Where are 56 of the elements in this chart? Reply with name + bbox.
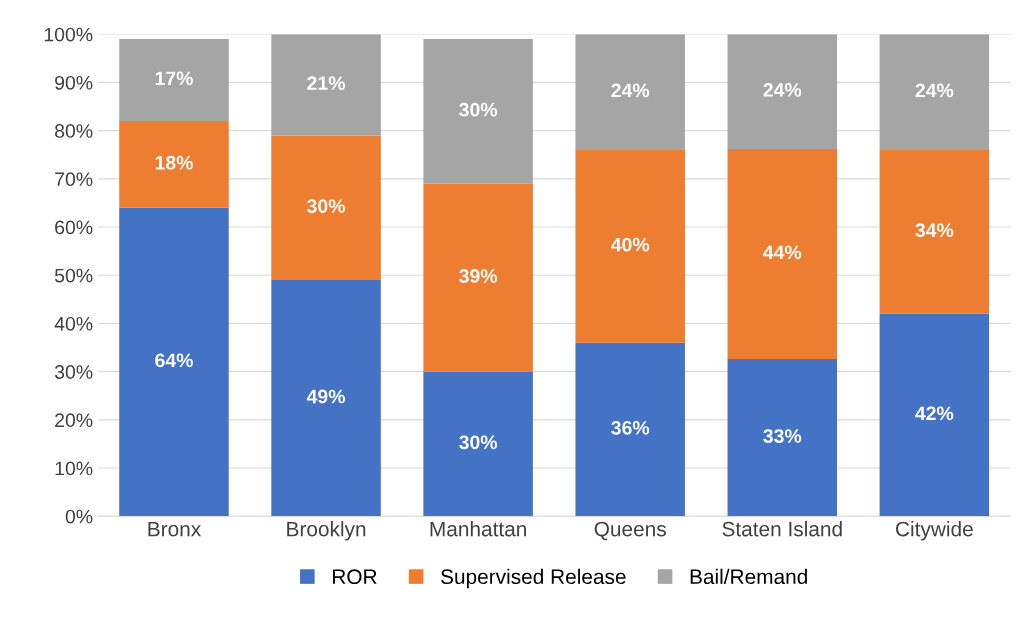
y-tick-label: 10% <box>55 461 93 476</box>
y-tick-label: 40% <box>54 316 93 331</box>
bar <box>271 34 381 136</box>
bar <box>423 39 533 184</box>
data-label: 49% <box>306 389 345 404</box>
data-label: 30% <box>459 435 498 450</box>
bar <box>423 183 533 372</box>
y-tick-label: 50% <box>54 268 93 283</box>
y-tick-label: 20% <box>55 413 93 428</box>
data-label: 24% <box>915 83 954 98</box>
bar <box>727 148 838 360</box>
x-tick-label: Brooklyn <box>287 521 366 541</box>
data-label: 17% <box>155 71 193 86</box>
x-tick-label: Bronx <box>148 521 201 537</box>
legend-label: Bail/Remand <box>690 568 807 585</box>
y-tick-label: 30% <box>54 365 93 379</box>
bar <box>727 359 838 517</box>
data-label: 24% <box>763 83 802 97</box>
bar <box>575 149 685 343</box>
x-tick-label: Manhattan <box>430 521 526 537</box>
bar <box>119 120 229 208</box>
bar <box>119 39 229 121</box>
data-label: 34% <box>915 223 954 238</box>
x-tick-label: Queens <box>594 521 666 541</box>
x-tick-label: Citywide <box>896 521 973 541</box>
data-label: 24% <box>611 83 650 98</box>
bar <box>879 34 990 150</box>
bar <box>879 149 990 314</box>
y-tick-label: 80% <box>55 124 93 138</box>
bar <box>879 313 990 517</box>
data-label: 18% <box>155 155 193 170</box>
bar <box>119 207 229 517</box>
x-tick-label: Staten Island <box>722 521 842 537</box>
data-label: 64% <box>155 353 193 368</box>
data-label: 36% <box>611 420 650 435</box>
bar <box>271 135 381 281</box>
y-tick-label: 90% <box>55 75 93 90</box>
bar <box>575 34 685 150</box>
bar <box>727 34 838 149</box>
legend-label: Supervised Release <box>441 568 626 589</box>
data-label: 39% <box>459 269 498 283</box>
bar <box>271 280 381 517</box>
data-label: 33% <box>763 429 802 443</box>
y-tick-label: 70% <box>55 172 93 187</box>
data-label: 21% <box>307 76 345 91</box>
data-label: 30% <box>307 199 345 213</box>
y-tick-label: 0% <box>65 509 93 524</box>
bar <box>575 342 685 517</box>
y-tick-label: 60% <box>55 220 93 235</box>
data-label: 44% <box>763 245 802 260</box>
data-label: 30% <box>459 102 498 117</box>
bar <box>423 371 533 517</box>
data-label: 42% <box>915 406 954 421</box>
legend-label: ROR <box>332 569 377 585</box>
data-label: 40% <box>611 237 650 252</box>
y-tick-label: 100% <box>44 27 93 42</box>
